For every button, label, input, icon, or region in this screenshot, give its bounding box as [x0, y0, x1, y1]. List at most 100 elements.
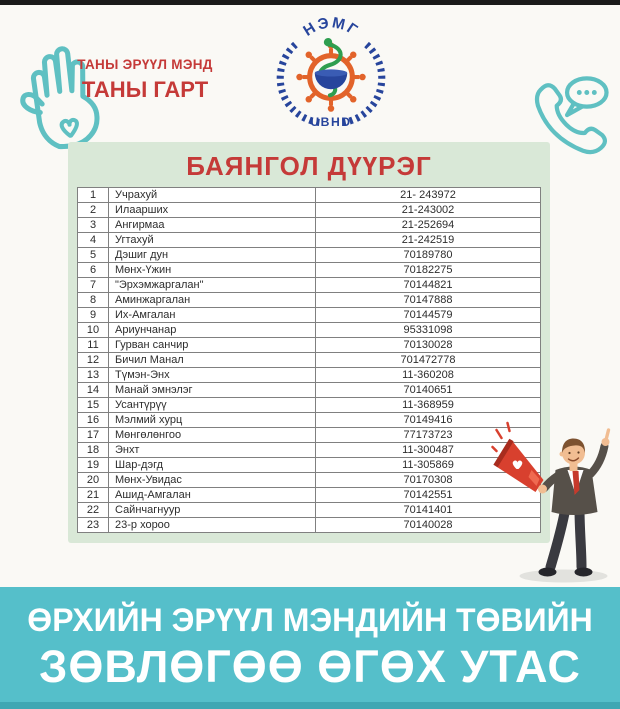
- table-row: 15 Усантүрүү 11-368959: [77, 397, 541, 413]
- phone-number-cell: 70144821: [315, 277, 541, 293]
- row-number-cell: 10: [77, 322, 109, 338]
- clinic-name-cell: Гурван санчир: [108, 337, 316, 353]
- row-number-cell: 16: [77, 412, 109, 428]
- row-number-cell: 1: [77, 187, 109, 203]
- table-row: 22 Сайнчагнуур 70141401: [77, 502, 541, 518]
- wreath-left: [276, 41, 323, 127]
- phone-number-cell: 11-360208: [315, 367, 541, 383]
- clinic-name-cell: Ашид-Амгалан: [108, 487, 316, 503]
- table-row: 8 Аминжаргалан 70147888: [77, 292, 541, 308]
- row-number-cell: 4: [77, 232, 109, 248]
- row-number-cell: 9: [77, 307, 109, 323]
- clinic-name-cell: Дэшиг дун: [108, 247, 316, 263]
- row-number-cell: 12: [77, 352, 109, 368]
- row-number-cell: 8: [77, 292, 109, 308]
- clinic-name-cell: Мэлмий хурц: [108, 412, 316, 428]
- phone-number-cell: 21-242519: [315, 232, 541, 248]
- table-row: 13 Түмэн-Энх 11-360208: [77, 367, 541, 383]
- footer-banner: ӨРХИЙН ЭРҮҮЛ МЭНДИЙН ТӨВИЙН ЗӨВЛӨГӨӨ ӨГӨ…: [0, 587, 620, 709]
- phone-number-cell: 70189780: [315, 247, 541, 263]
- table-row: 5 Дэшиг дун 70189780: [77, 247, 541, 263]
- phone-number-cell: 21- 243972: [315, 187, 541, 203]
- clinic-name-cell: Бичил Манал: [108, 352, 316, 368]
- banner-line1: ӨРХИЙН ЭРҮҮЛ МЭНДИЙН ТӨВИЙН: [27, 602, 593, 638]
- clinic-name-cell: "Эрхэмжаргалан": [108, 277, 316, 293]
- row-number-cell: 20: [77, 472, 109, 488]
- clinic-name-cell: Мөнгөлөнгоо: [108, 427, 316, 443]
- phone-number-cell: 701472778: [315, 352, 541, 368]
- table-row: 9 Их-Амгалан 70144579: [77, 307, 541, 323]
- row-number-cell: 14: [77, 382, 109, 398]
- clinic-name-cell: Учрахуй: [108, 187, 316, 203]
- table-row: 1 Учрахуй 21- 243972: [77, 187, 541, 203]
- snake-bowl-symbol: [314, 38, 348, 98]
- row-number-cell: 7: [77, 277, 109, 293]
- announcer-illustration: [491, 418, 618, 586]
- row-number-cell: 13: [77, 367, 109, 383]
- table-row: 18 Энхт 11-300487: [77, 442, 541, 458]
- row-number-cell: 3: [77, 217, 109, 233]
- phone-number-cell: 70130028: [315, 337, 541, 353]
- table-row: 7 "Эрхэмжаргалан" 70144821: [77, 277, 541, 293]
- table-row: 3 Ангирмаа 21-252694: [77, 217, 541, 233]
- table-row: 12 Бичил Манал 701472778: [77, 352, 541, 368]
- phone-number-cell: 11-305869: [315, 457, 541, 473]
- phone-directory-table: 1 Учрахуй 21- 243972 2 Илаарших 21-24300…: [77, 187, 541, 533]
- dharma-wheel: [296, 42, 366, 112]
- tagline-line1: ТАНЫ ЭРҮҮЛ МЭНД: [77, 57, 213, 72]
- clinic-name-cell: Их-Амгалан: [108, 307, 316, 323]
- table-row: 4 Угтахуй 21-242519: [77, 232, 541, 248]
- clinic-name-cell: Сайнчагнуур: [108, 502, 316, 518]
- tagline: ТАНЫ ЭРҮҮЛ МЭНД ТАНЫ ГАРТ: [66, 57, 224, 102]
- row-number-cell: 5: [77, 247, 109, 263]
- clinic-name-cell: Мөнх-Үжин: [108, 262, 316, 278]
- table-body: 1 Учрахуй 21- 243972 2 Илаарших 21-24300…: [77, 187, 541, 533]
- phone-number-cell: 95331098: [315, 322, 541, 338]
- clinic-name-cell: Түмэн-Энх: [108, 367, 316, 383]
- row-number-cell: 6: [77, 262, 109, 278]
- banner-bottom-strip: [0, 702, 620, 709]
- clinic-name-cell: Илаарших: [108, 202, 316, 218]
- logo-bottom-text: UBHD: [310, 115, 351, 129]
- clinic-name-cell: Усантүрүү: [108, 397, 316, 413]
- table-row: 17 Мөнгөлөнгоо 77173723: [77, 427, 541, 443]
- phone-chat-icon: [521, 66, 615, 166]
- row-number-cell: 21: [77, 487, 109, 503]
- row-number-cell: 23: [77, 517, 109, 533]
- row-number-cell: 22: [77, 502, 109, 518]
- clinic-name-cell: Угтахуй: [108, 232, 316, 248]
- row-number-cell: 11: [77, 337, 109, 353]
- phone-number-cell: 70147888: [315, 292, 541, 308]
- table-row: 2 Илаарших 21-243002: [77, 202, 541, 218]
- svg-text:НЭМГ: НЭМГ: [300, 14, 361, 40]
- phone-number-cell: 21-243002: [315, 202, 541, 218]
- row-number-cell: 2: [77, 202, 109, 218]
- table-row: 16 Мэлмий хурц 70149416: [77, 412, 541, 428]
- tagline-line2: ТАНЫ ГАРТ: [81, 76, 209, 102]
- clinic-name-cell: Аминжаргалан: [108, 292, 316, 308]
- phone-number-cell: 70144579: [315, 307, 541, 323]
- clinic-name-cell: Ариунчанар: [108, 322, 316, 338]
- banner-line2: ЗӨВЛӨГӨӨ ӨГӨХ УТАС: [39, 641, 581, 692]
- phone-number-cell: 70140028: [315, 517, 541, 533]
- hand-heart-icon: [14, 44, 120, 150]
- wreath-right: [339, 41, 386, 127]
- table-row: 10 Ариунчанар 95331098: [77, 322, 541, 338]
- top-border-strip: [0, 0, 620, 5]
- row-number-cell: 15: [77, 397, 109, 413]
- shadow: [519, 569, 608, 583]
- district-title: БАЯНГОЛ ДҮҮРЭГ: [186, 151, 432, 181]
- clinic-name-cell: 23-р хороо: [108, 517, 316, 533]
- table-row: 11 Гурван санчир 70130028: [77, 337, 541, 353]
- row-number-cell: 17: [77, 427, 109, 443]
- clinic-name-cell: Шар-дэгд: [108, 457, 316, 473]
- table-row: 20 Мөнх-Увидас 70170308: [77, 472, 541, 488]
- ubhd-logo: НЭМГ: [245, 8, 417, 140]
- table-row: 14 Манай эмнэлэг 70140651: [77, 382, 541, 398]
- directory-panel: БАЯНГОЛ ДҮҮРЭГ 1 Учрахуй 21- 243972 2 Ил…: [68, 142, 550, 543]
- table-row: 23 23-р хороо 70140028: [77, 517, 541, 533]
- clinic-name-cell: Манай эмнэлэг: [108, 382, 316, 398]
- table-row: 6 Мөнх-Үжин 70182275: [77, 262, 541, 278]
- clinic-name-cell: Мөнх-Увидас: [108, 472, 316, 488]
